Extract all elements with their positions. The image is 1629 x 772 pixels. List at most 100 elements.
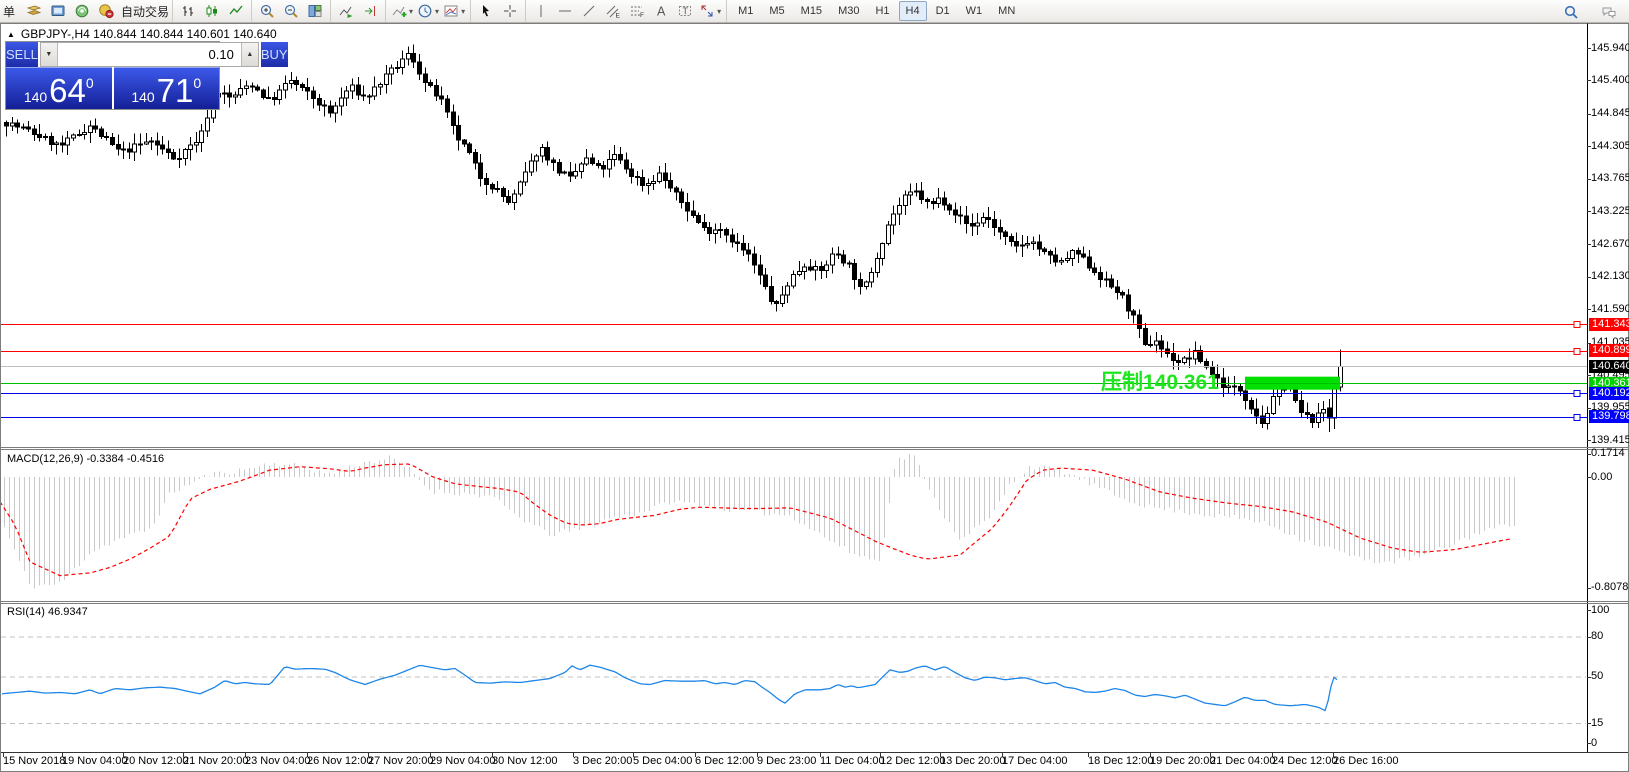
horizontal-line-icon [559, 10, 572, 12]
chart-shift-button[interactable] [359, 1, 381, 21]
periods-button[interactable]: ▾ [416, 1, 440, 21]
sell-button[interactable]: SELL [6, 42, 38, 67]
rsi-tick-label: 15 [1591, 716, 1604, 729]
one-click-trading-panel: SELL ▼ ▲ BUY 140 64 0 140 71 0 [5, 41, 288, 110]
horizontal-line-button[interactable] [554, 1, 576, 21]
lot-decrease-button[interactable]: ▼ [40, 43, 58, 66]
price-level-label[interactable]: 140.361 [1589, 376, 1629, 390]
crosshair-button[interactable] [499, 1, 521, 21]
text-label-icon: T [679, 6, 692, 16]
toolbar-group [251, 0, 330, 22]
new-order-icon [26, 5, 42, 15]
time-tick-label: 5 Dec 04:00 [633, 755, 693, 767]
lot-increase-button[interactable]: ▲ [240, 43, 258, 66]
bar-chart-icon [183, 6, 194, 16]
lot-size-stepper: ▼ ▲ [39, 42, 259, 67]
text-button[interactable]: A [650, 1, 672, 21]
lot-size-input[interactable] [57, 43, 241, 66]
timeframe-h4-button[interactable]: H4 [898, 1, 927, 21]
channel-button[interactable]: E [602, 1, 624, 21]
indicators-button[interactable]: ▾ [390, 1, 414, 21]
resistance-annotation[interactable]: 压制140.361 [1101, 371, 1219, 394]
auto-scroll-button[interactable] [335, 1, 357, 21]
buy-price-pips: 71 [156, 71, 194, 109]
chart-shift-icon [365, 6, 376, 16]
timeframe-m15-button[interactable]: M15 [794, 1, 829, 21]
line-chart-button[interactable] [225, 1, 247, 21]
zoom-in-button[interactable] [256, 1, 278, 21]
price-level-label[interactable]: 140.640 [1589, 359, 1629, 373]
vertical-line-button[interactable] [530, 1, 552, 21]
chat-button[interactable] [1598, 2, 1620, 22]
sell-price-pips: 64 [49, 71, 86, 109]
price-tick-label: 142.130 [1591, 270, 1629, 283]
time-tick-label: 9 Dec 23:00 [757, 755, 817, 767]
auto-scroll-icon [339, 6, 353, 18]
price-tick-label: 144.845 [1591, 107, 1629, 120]
timeframe-h1-button[interactable]: H1 [868, 1, 896, 21]
time-tick-label: 13 Dec 20:00 [940, 755, 1006, 767]
fibonacci-icon: F [631, 6, 644, 19]
trade-panel-top-row: SELL ▼ ▲ BUY [6, 42, 288, 67]
trendline-button[interactable] [578, 1, 600, 21]
collapse-panel-icon[interactable]: ▲ [7, 29, 15, 39]
fibonacci-button[interactable]: F [626, 1, 648, 21]
cursor-icon [483, 5, 490, 17]
news-button[interactable] [71, 1, 93, 21]
time-tick-label: 23 Nov 04:00 [245, 755, 311, 767]
indicators-icon [392, 6, 407, 17]
timeframe-m1-button[interactable]: M1 [731, 1, 760, 21]
time-tick-label: 27 Nov 20:00 [368, 755, 434, 767]
rsi-tick-label: 80 [1591, 630, 1604, 643]
rsi-tick-label: 50 [1591, 670, 1604, 682]
search-button[interactable] [1560, 2, 1582, 22]
time-tick-label: 6 Dec 12:00 [695, 755, 755, 767]
timeframe-d1-button[interactable]: D1 [929, 1, 957, 21]
macd-tick-label: -0.8078 [1591, 581, 1629, 594]
chat-icon [1602, 7, 1616, 19]
price-tick-label: 141.590 [1591, 302, 1629, 315]
timeframe-m5-button[interactable]: M5 [762, 1, 791, 21]
time-tick-label: 3 Dec 20:00 [573, 755, 633, 767]
autotrading-label[interactable]: 自动交易 [121, 4, 170, 19]
news-icon [75, 4, 89, 18]
price-level-label[interactable]: 140.899 [1589, 344, 1629, 358]
crosshair-icon [504, 5, 517, 17]
price-tick-label: 145.940 [1591, 41, 1629, 54]
text-icon: A [657, 5, 666, 19]
zoom-out-icon [284, 4, 298, 18]
time-tick-label: 12 Dec 12:00 [880, 755, 946, 767]
buy-price-button[interactable]: 140 71 0 [113, 67, 219, 109]
price-level-label[interactable]: 141.343 [1589, 317, 1629, 331]
trade-panel-price-row: 140 64 0 140 71 0 [6, 67, 219, 109]
buy-button[interactable]: BUY [260, 42, 288, 67]
autotrading-button[interactable] [95, 1, 117, 21]
timeframe-mn-button[interactable]: MN [991, 1, 1022, 21]
price-tick-label: 143.765 [1591, 172, 1629, 185]
candlestick-button[interactable] [201, 1, 223, 21]
timeframe-w1-button[interactable]: W1 [959, 1, 990, 21]
cursor-button[interactable] [475, 1, 497, 21]
timeframe-m30-button[interactable]: M30 [831, 1, 866, 21]
search-icon [1564, 5, 1578, 19]
vertical-line-icon [540, 5, 542, 17]
new-order-clipped-label[interactable]: 单 [3, 4, 16, 19]
text-label-button[interactable]: T [674, 1, 696, 21]
toolbar-group: 自动交易 [19, 0, 172, 22]
price-level-label[interactable]: 140.192 [1589, 386, 1629, 400]
terminal-button[interactable] [47, 1, 69, 21]
buy-price-point: 0 [193, 75, 202, 91]
arrows-icon [701, 5, 713, 17]
svg-text:F: F [640, 12, 644, 19]
tile-windows-button[interactable] [304, 1, 326, 21]
bar-chart-button[interactable] [177, 1, 199, 21]
zoom-out-button[interactable] [280, 1, 302, 21]
arrows-button[interactable]: ▾ [698, 1, 722, 21]
new-order-button[interactable] [23, 1, 45, 21]
templates-button[interactable]: ▾ [442, 1, 466, 21]
chart-info-line: ▲ GBPJPY-,H4 140.844 140.844 140.601 140… [7, 27, 277, 41]
line-chart-icon [229, 5, 243, 15]
price-level-label[interactable]: 139.798 [1589, 410, 1629, 424]
sell-price-button[interactable]: 140 64 0 [6, 67, 112, 109]
